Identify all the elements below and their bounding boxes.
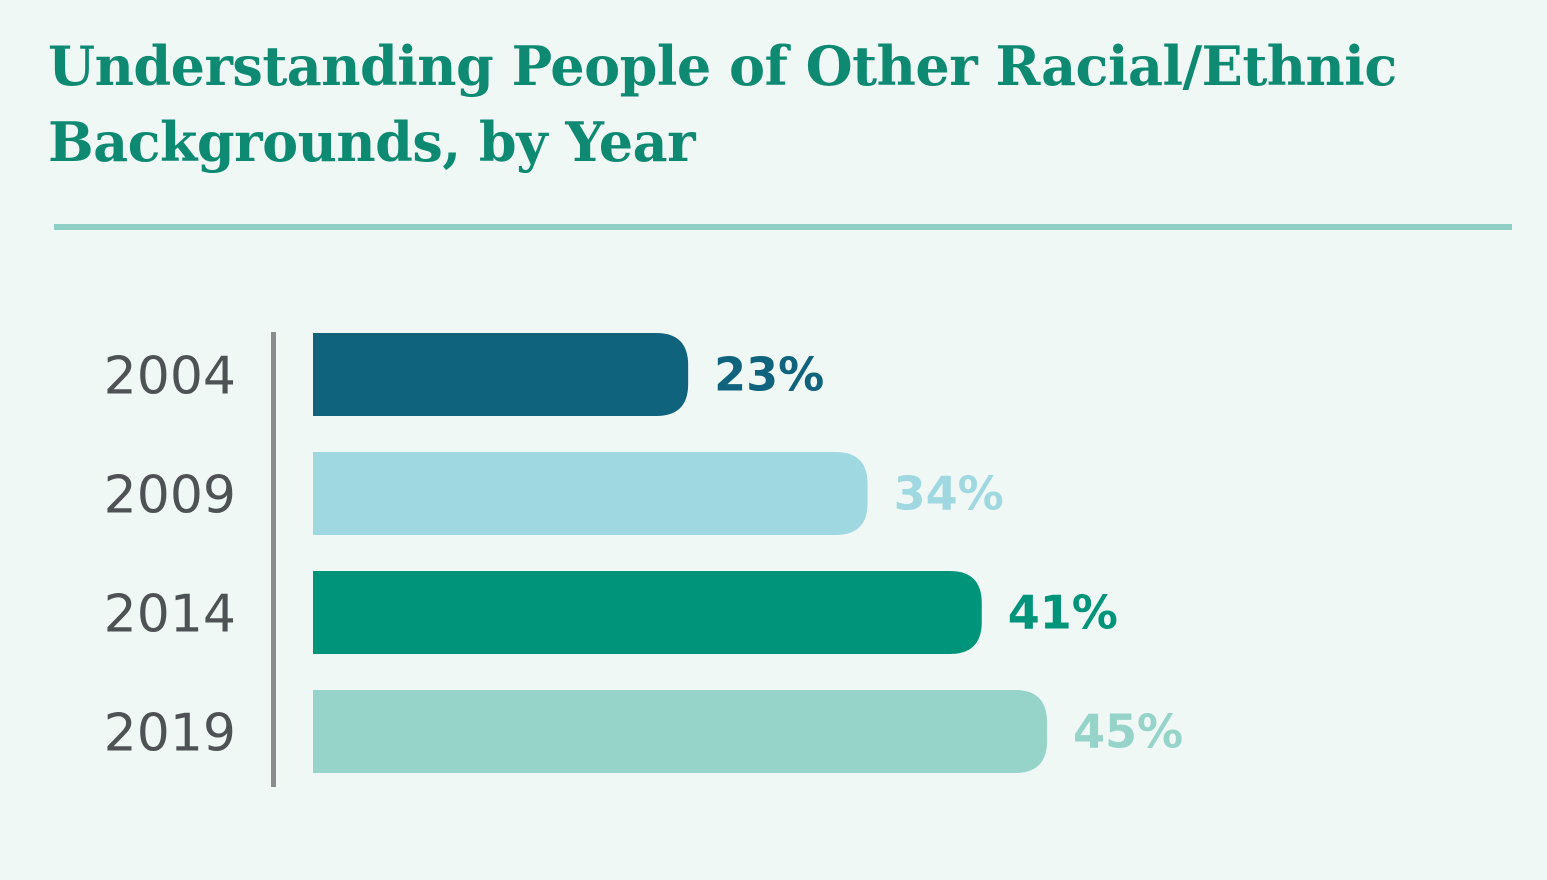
- category-label-2004: 2004: [104, 347, 236, 407]
- value-label-2019: 45%: [1073, 705, 1183, 759]
- category-label-2014: 2014: [104, 585, 236, 645]
- y-axis-line: [271, 332, 276, 787]
- chart-title: Understanding People of Other Racial/Eth…: [48, 34, 1397, 174]
- bar-2014: [313, 571, 982, 654]
- bar-2004: [313, 333, 689, 416]
- value-label-2004: 23%: [714, 348, 824, 402]
- category-label-2009: 2009: [104, 466, 236, 526]
- value-label-2009: 34%: [894, 467, 1004, 521]
- category-label-2019: 2019: [104, 704, 236, 764]
- bar-2009: [313, 452, 868, 535]
- bar-2019: [313, 690, 1047, 773]
- value-label-2014: 41%: [1008, 586, 1118, 640]
- title-divider: [54, 224, 1512, 230]
